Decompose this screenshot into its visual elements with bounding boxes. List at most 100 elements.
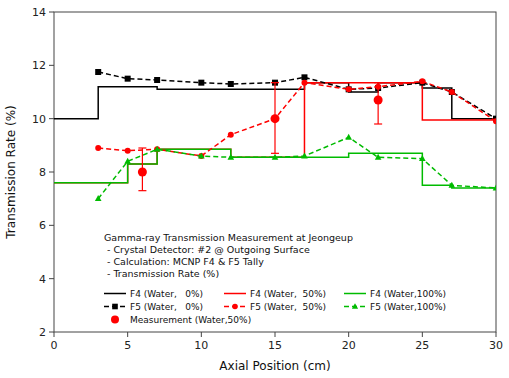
legend-label: F5 (Water,100%) [370,302,446,312]
point [345,134,352,140]
point [374,96,383,105]
legend-label: Measurement (Water,50%) [130,315,251,325]
point [125,76,131,82]
y-tick [49,278,54,279]
x-tick-label: 20 [342,339,356,352]
x-tick [127,332,128,337]
annotation-line: - Transmission Rate (%) [104,268,219,279]
x-tick-label: 25 [415,339,429,352]
chart: 0510152025302468101214Axial Position (cm… [0,0,509,378]
legend-swatch [224,293,246,295]
legend-item: F5 (Water, 0%) [104,302,203,312]
point [301,74,307,80]
series [54,149,496,188]
legend-swatch [344,293,366,295]
point [346,86,352,92]
y-tick-label: 12 [32,59,46,72]
legend-item: F5 (Water, 50%) [224,302,326,312]
legend-marker [232,304,238,310]
point [449,89,455,95]
error-bar [271,83,279,154]
point [95,145,101,151]
legend-label: F5 (Water, 0%) [130,302,203,312]
point [124,158,131,164]
series-line [98,137,496,198]
x-axis-label: Axial Position (cm) [219,359,330,373]
annotation: Gamma-ray Transmission Measurement at Je… [104,232,353,279]
point [154,77,160,83]
point [198,80,204,86]
point [493,184,496,190]
legend-item: F4 (Water, 50%) [224,289,326,299]
y-tick [49,12,54,13]
error-bar [374,83,382,124]
x-tick [275,332,276,337]
y-axis-label: Transmission Rate (%) [4,105,18,239]
y-tick-label: 14 [32,6,46,19]
plot-data [54,69,496,201]
series-line [54,83,496,183]
annotation-line: - Crystal Detector: #2 @ Outgoing Surfac… [104,244,310,255]
point [228,132,234,138]
legend-item: F5 (Water,100%) [344,302,446,312]
series [95,134,496,201]
point [138,168,147,177]
x-tick-label: 0 [51,339,58,352]
y-tick-label: 8 [39,166,46,179]
y-tick-label: 2 [39,326,46,339]
point [95,69,101,75]
error-cap [374,123,382,124]
x-tick-label: 5 [124,339,131,352]
y-tick-label: 4 [39,273,46,286]
legend: F4 (Water, 0%) F4 (Water, 50%) F4 (Water,1… [104,289,446,325]
point [198,152,205,158]
point [301,152,308,158]
x-tick [201,332,202,337]
series-line [54,149,496,188]
error-bar [138,148,146,191]
y-tick-label: 10 [32,113,46,126]
series-line [98,72,496,119]
x-tick-label: 15 [268,339,282,352]
error-cap [271,153,279,154]
point [95,195,102,201]
error-cap [374,82,382,83]
y-tick [49,332,54,333]
legend-label: F4 (Water, 50%) [250,289,326,299]
y-tick [49,118,54,119]
series [95,78,496,159]
point [301,80,307,86]
point [375,154,382,160]
x-tick-label: 30 [489,339,503,352]
point [271,114,280,123]
legend-label: F4 (Water,100%) [370,289,446,299]
legend-label: F5 (Water, 50%) [250,302,326,312]
plot-frame [54,12,496,332]
x-tick [496,332,497,337]
legend-marker [111,316,119,324]
point [449,182,456,188]
series [95,69,496,122]
x-tick [422,332,423,337]
series [138,83,383,191]
legend-item: F4 (Water, 0%) [104,289,203,299]
x-tick-label: 10 [194,339,208,352]
point [346,86,352,92]
point [228,81,234,87]
point [154,146,161,152]
legend-swatch [104,293,126,295]
legend-item: Measurement (Water,50%) [111,315,251,325]
annotation-line: - Calculation: MCNP F4 & F5 Tally [104,256,264,267]
legend-label: F4 (Water, 0%) [130,289,203,299]
annotation-line: Gamma-ray Transmission Measurement at Je… [104,232,353,243]
point [419,155,426,161]
point [125,148,131,154]
point [449,89,455,95]
point [272,154,279,160]
legend-marker [352,303,358,309]
legend-marker [112,304,118,310]
x-tick [54,332,55,337]
y-tick [49,225,54,226]
x-tick [348,332,349,337]
point [419,78,425,84]
